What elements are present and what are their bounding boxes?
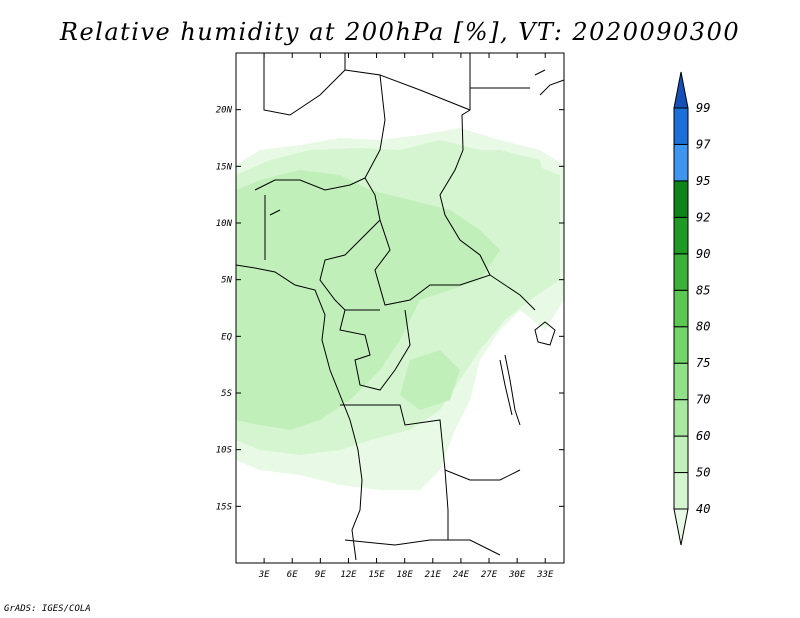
colorbar-label: 95 [696,174,710,188]
coastline-east [470,69,565,96]
border-line [374,219,536,311]
x-tick-label: 9E [315,570,326,580]
colorbar-label: 75 [696,356,710,370]
humidity-patch [455,150,550,240]
colorbar-label: 60 [696,429,710,443]
humidity-shading [236,128,564,490]
colorbar-low-arrow [673,508,689,546]
grads-credit: GrADS: IGES/COLA [4,604,91,614]
colorbar-segment [673,253,689,291]
colorbar-label: 85 [696,283,710,297]
humidity-region-60 [236,170,500,430]
border-line [319,219,381,311]
y-tick-label: 15S [216,502,233,512]
colorbar-segment [673,289,689,328]
border-line [264,195,281,260]
colorbar-segment [673,180,689,218]
colorbar-segment [673,143,689,182]
y-tick-label: 10N [216,219,233,229]
colorbar-label: 99 [696,101,710,115]
colorbar-segment [673,216,689,255]
colorbar-segment [673,399,689,437]
colorbar-label: 80 [696,320,710,334]
border-line [379,74,471,111]
x-tick-label: 27E [481,570,498,580]
x-tick-label: 18E [397,570,414,580]
lake-victoria [534,321,556,346]
y-tick-label: 5N [221,276,232,286]
colorbar-segment [673,326,689,364]
colorbar-segment [673,362,689,401]
colorbar-segment [673,107,689,145]
country-borders [235,53,565,561]
coastline-west [235,264,363,561]
y-tick-label: 10S [216,446,233,456]
border-line [344,539,501,556]
y-axis: 20N 15N 10N 5N EQ 5S 10S 15S [216,106,564,512]
border-line [263,53,346,116]
x-tick-label: 24E [453,570,470,580]
colorbar-label: 90 [696,247,710,261]
y-tick-label: EQ [221,332,232,342]
border-line [254,177,366,191]
border-line [339,309,411,391]
x-tick-label: 33E [536,570,554,580]
y-tick-label: 5S [221,389,232,399]
x-tick-label: 12E [340,570,357,580]
border-line [444,469,449,540]
colorbar-label: 50 [696,466,710,480]
x-tick-label: 30E [508,570,526,580]
colorbar: 40 50 60 70 75 80 85 90 92 95 97 99 [673,71,711,546]
x-tick-label: 3E [258,570,270,580]
colorbar-segment [673,472,689,510]
colorbar-label: 40 [696,502,710,516]
colorbar-label: 92 [696,210,710,224]
map-frame [235,52,565,564]
colorbar-label: 97 [696,137,711,151]
y-tick-label: 20N [216,106,233,116]
colorbar-segment [673,435,689,474]
lake-tanganyika [499,354,521,426]
colorbar-label: 70 [696,393,710,407]
y-tick-label: 15N [216,162,233,172]
x-tick-label: 21E [425,570,442,580]
x-tick-label: 15E [368,570,385,580]
border-line [340,404,521,481]
x-tick-label: 6E [287,570,298,580]
x-axis: 3E 6E 9E 12E 15E 18E 21E 24E 27E 30E 33E [258,53,554,580]
border-line [439,53,491,276]
humidity-patch [400,350,460,410]
map-title: Relative humidity at 200hPa [%], VT: 202… [59,18,741,46]
colorbar-high-arrow [673,71,689,109]
